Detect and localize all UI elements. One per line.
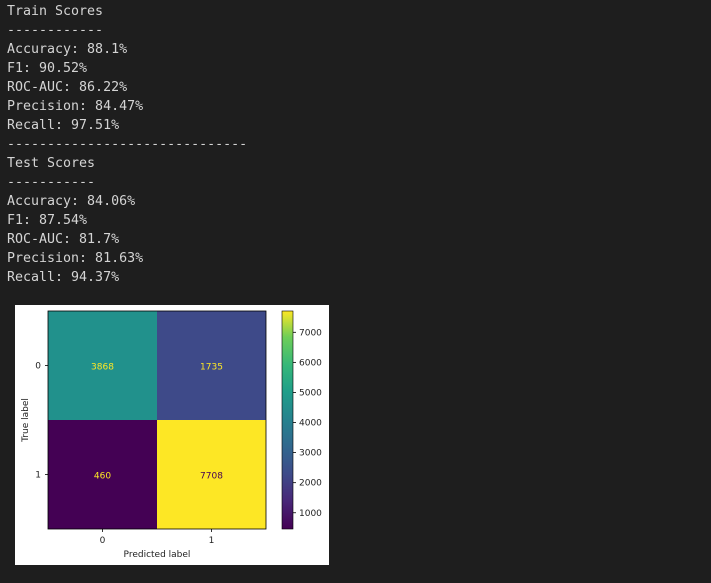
output-test-f1: F1: 87.54%: [7, 213, 88, 228]
output-test-roc-auc: ROC-AUC: 81.7%: [7, 232, 120, 247]
matrix-value-0-1: 1735: [200, 363, 223, 373]
y-axis-label: True label: [21, 398, 31, 443]
output-train-f1: F1: 90.52%: [7, 61, 88, 76]
colorbar-tick-label: 5000: [299, 388, 322, 398]
x-axis-label: Predicted label: [124, 550, 191, 560]
matrix-cell-1-1: [157, 420, 266, 529]
colorbar-tick-label: 2000: [299, 479, 322, 489]
confusion-matrix-figure: 3868 1735 460 7708 0 1 0 1 Predicted label True …: [15, 305, 329, 565]
colorbar-tick-label: 3000: [299, 449, 322, 459]
output-train-recall: Recall: 97.51%: [7, 118, 120, 133]
matrix-value-1-1: 7708: [200, 472, 223, 482]
output-heading-train: Train Scores: [7, 4, 104, 19]
output-separator: -----------: [7, 175, 96, 190]
matrix-cell-0-1: [157, 311, 266, 420]
output-test-accuracy: Accuracy: 84.06%: [7, 194, 136, 209]
matrix-value-1-0: 460: [94, 472, 111, 482]
matrix-cell-0-0: [48, 311, 157, 420]
output-separator-long: ------------------------------: [7, 137, 248, 152]
colorbar-tick-label: 7000: [299, 328, 322, 338]
output-train-accuracy: Accuracy: 88.1%: [7, 42, 128, 57]
x-tick-label: 1: [209, 536, 215, 546]
output-test-precision: Precision: 81.63%: [7, 251, 144, 266]
matrix-value-0-0: 3868: [91, 363, 114, 373]
colorbar-tick-label: 1000: [299, 509, 322, 519]
output-test-recall: Recall: 94.37%: [7, 270, 120, 285]
output-heading-test: Test Scores: [7, 156, 96, 171]
output-separator: ------------: [7, 23, 104, 38]
x-tick-label: 0: [100, 536, 106, 546]
matrix-cell-1-0: [48, 420, 157, 529]
output-train-precision: Precision: 84.47%: [7, 99, 144, 114]
y-tick-label: 0: [35, 362, 41, 372]
colorbar-tick-label: 4000: [299, 419, 322, 429]
matrix-frame: [47, 310, 267, 530]
colorbar: [281, 310, 294, 530]
cell-output: Train Scores ------------ Accuracy: 88.1…: [7, 2, 247, 287]
confusion-matrix-chart: 3868 1735 460 7708 0 1 0 1 Predicted label True …: [21, 310, 322, 560]
output-train-roc-auc: ROC-AUC: 86.22%: [7, 80, 128, 95]
colorbar-tick-label: 6000: [299, 358, 322, 368]
y-tick-label: 1: [35, 471, 41, 481]
